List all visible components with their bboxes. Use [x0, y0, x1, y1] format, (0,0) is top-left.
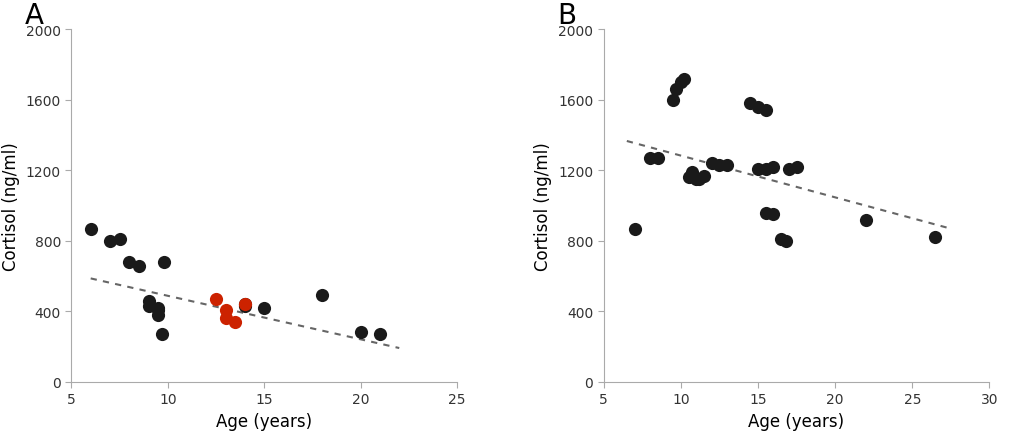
Point	[772, 236, 789, 243]
Point	[208, 296, 224, 303]
Point	[156, 259, 172, 266]
Text: B: B	[556, 2, 576, 30]
Point	[141, 303, 157, 310]
Point	[217, 306, 233, 313]
Point	[680, 174, 696, 181]
X-axis label: Age (years): Age (years)	[216, 412, 312, 430]
Point	[667, 87, 684, 94]
Point	[150, 312, 166, 319]
Point	[764, 211, 781, 218]
X-axis label: Age (years): Age (years)	[748, 412, 844, 430]
Y-axis label: Cortisol (ng/ml): Cortisol (ng/ml)	[2, 142, 20, 270]
Point	[353, 329, 369, 336]
Point	[121, 259, 138, 266]
Point	[780, 166, 796, 173]
Point	[154, 331, 170, 338]
Point	[130, 263, 147, 270]
Point	[102, 238, 118, 245]
Point	[141, 298, 157, 305]
Point	[641, 155, 657, 162]
Point	[676, 76, 692, 83]
Point	[236, 301, 253, 308]
Point	[217, 315, 233, 322]
Point	[757, 166, 773, 173]
Point	[757, 210, 773, 217]
Point	[150, 306, 166, 313]
Point	[672, 79, 688, 86]
Point	[926, 234, 943, 241]
Point	[372, 331, 388, 338]
Point	[695, 173, 711, 180]
Point	[688, 176, 704, 183]
Point	[649, 155, 665, 162]
Point	[236, 303, 253, 310]
Point	[227, 319, 244, 326]
Point	[749, 166, 765, 173]
Point	[236, 301, 253, 308]
Text: A: A	[25, 2, 44, 30]
Point	[83, 226, 99, 233]
Point	[764, 164, 781, 171]
Point	[776, 238, 793, 245]
Point	[150, 305, 166, 312]
Point	[664, 97, 681, 104]
Point	[703, 161, 719, 168]
Point	[111, 236, 127, 243]
Point	[749, 104, 765, 111]
Point	[742, 101, 758, 108]
Point	[683, 169, 699, 176]
Point	[857, 217, 873, 224]
Point	[256, 305, 272, 312]
Point	[718, 162, 735, 169]
Point	[757, 108, 773, 115]
Point	[710, 162, 727, 169]
Point	[314, 293, 330, 299]
Y-axis label: Cortisol (ng/ml): Cortisol (ng/ml)	[534, 142, 552, 270]
Point	[626, 226, 642, 233]
Point	[788, 164, 804, 171]
Point	[691, 176, 707, 183]
